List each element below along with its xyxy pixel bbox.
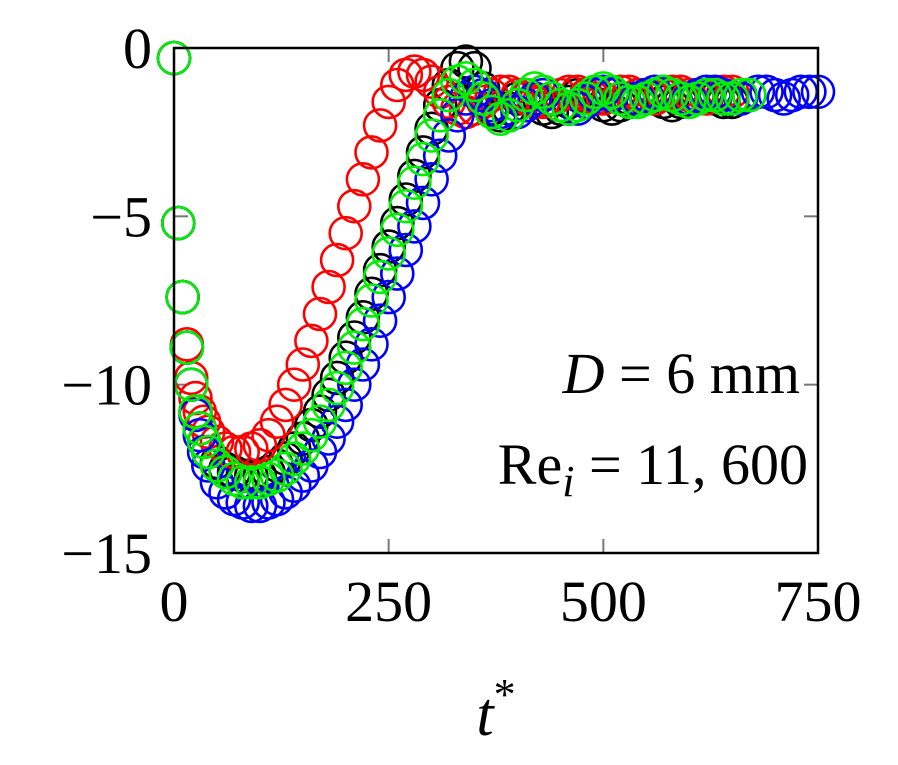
series-3-point-12 [225, 464, 260, 500]
annotation-line-2: Rei = 11, 600 [498, 432, 808, 506]
y-tick-label-3: −15 [61, 521, 152, 586]
series-3-point-10 [208, 454, 243, 490]
series-3-point-66 [689, 77, 724, 113]
series-3-point-6 [182, 411, 218, 446]
series-3-point-35 [422, 98, 458, 133]
series-2-point-30 [379, 256, 415, 291]
series-1-point-23 [319, 242, 355, 278]
series-1-point-24 [328, 215, 364, 251]
series-3-point-27 [354, 283, 389, 318]
y-tick-label-1: −5 [90, 184, 152, 249]
series-3-point-71 [731, 77, 767, 113]
series-1-point-20 [294, 323, 329, 359]
series-3-point-13 [234, 464, 269, 500]
series-3-point-52 [568, 81, 604, 116]
series-1-point-17 [268, 387, 303, 423]
series-1-point-28 [362, 108, 398, 143]
series-1-point-18 [276, 367, 312, 403]
series-3-point-23 [319, 370, 355, 406]
series-3-point-17 [268, 451, 303, 487]
series-2-point-13 [234, 488, 269, 524]
series-1-point-29 [371, 84, 407, 120]
series-3-point-2 [165, 279, 200, 315]
series-3-point-30 [379, 212, 415, 248]
x-tick-label-3: 750 [775, 569, 862, 634]
series-2-point-33 [405, 185, 441, 221]
series-2-point-35 [422, 138, 458, 173]
series-3 [156, 40, 767, 500]
series-1-point-27 [354, 135, 389, 170]
series-2-point-24 [328, 387, 364, 423]
series-2-point-27 [354, 326, 389, 362]
series-1-point-19 [285, 347, 321, 382]
annotation: D = 6 mm Rei = 11, 600 [498, 341, 808, 506]
series-3-point-22 [311, 387, 346, 423]
series-0-point-21 [302, 394, 338, 429]
series-2-point-78 [792, 74, 827, 110]
series-3-point-45 [508, 77, 544, 113]
series-3-point-34 [414, 118, 449, 153]
series-3-point-41 [474, 94, 510, 130]
series-3-point-26 [345, 306, 381, 342]
y-tick-label-0: 0 [123, 16, 152, 81]
series-2-point-34 [414, 162, 449, 197]
x-tick-label-2: 500 [560, 569, 647, 634]
series-3-point-32 [397, 165, 432, 200]
series-2-point-22 [311, 421, 346, 456]
series-3-point-68 [706, 81, 741, 116]
tick-labels: 0 250 500 750 0 −5 −10 −15 [61, 16, 861, 634]
series-3-point-25 [336, 330, 372, 365]
series-1-point-34 [414, 64, 449, 99]
series-3-point-28 [362, 259, 398, 295]
series-2-point-26 [345, 347, 381, 382]
series-3-point-33 [405, 141, 441, 177]
series-2-point-31 [388, 232, 424, 268]
series-1-point-22 [311, 269, 346, 305]
series-2-point-32 [397, 209, 432, 244]
series-3-point-1 [161, 205, 196, 241]
series-3-point-57 [611, 84, 647, 120]
series-3-point-21 [302, 404, 338, 440]
series-1-point-26 [345, 162, 381, 197]
series-2-point-18 [276, 468, 312, 504]
series-2-point-25 [336, 367, 372, 403]
series-3-point-38 [448, 61, 484, 96]
series-1-point-14 [242, 427, 278, 463]
series-3-point-55 [594, 74, 630, 110]
series-3-point-24 [328, 350, 364, 386]
plot-frame [172, 46, 820, 555]
series-2-point-28 [362, 303, 398, 339]
series-1-point-21 [302, 296, 338, 332]
series-3-point-18 [276, 441, 312, 477]
series-1-point-25 [336, 188, 372, 224]
series-1-point-16 [259, 404, 295, 440]
series-3-point-70 [723, 77, 759, 113]
series-3-point-43 [491, 98, 527, 133]
series-2-point-36 [431, 118, 467, 153]
x-tick-label-0: 0 [160, 569, 189, 634]
series-3-point-9 [199, 448, 235, 483]
y-tick-label-2: −10 [61, 353, 152, 418]
x-tick-label-1: 250 [345, 569, 432, 634]
series-3-point-29 [371, 236, 407, 271]
series-3-point-31 [388, 188, 424, 224]
series-3-point-47 [525, 74, 561, 110]
annotation-line-1: D = 6 mm [562, 341, 800, 406]
series-2-point-19 [285, 458, 321, 493]
series-0-point-22 [311, 377, 346, 413]
series-2-point-29 [371, 279, 407, 315]
series-3-point-3 [169, 330, 205, 365]
series-3-point-48 [534, 81, 570, 116]
series-2-point-37 [440, 98, 475, 133]
